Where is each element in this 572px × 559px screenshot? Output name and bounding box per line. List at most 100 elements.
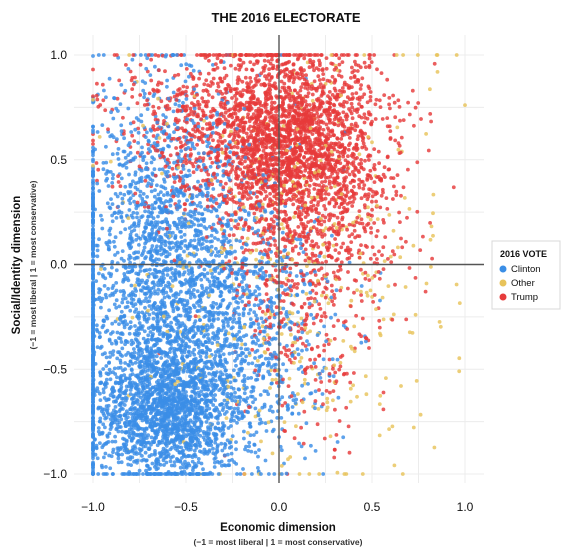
data-point-other — [355, 288, 359, 292]
data-point-clinton — [196, 242, 201, 246]
data-point-trump — [266, 203, 271, 208]
data-point-trump — [378, 105, 383, 109]
data-point-clinton — [253, 450, 258, 455]
data-point-clinton — [143, 81, 148, 85]
data-point-clinton — [99, 213, 103, 218]
data-point-clinton — [120, 300, 125, 305]
data-point-trump — [410, 88, 415, 93]
data-point-clinton — [124, 165, 129, 170]
data-point-trump — [352, 184, 356, 189]
data-point-trump — [307, 103, 312, 107]
data-point-trump — [314, 291, 319, 296]
data-point-clinton — [192, 321, 197, 326]
data-point-trump — [307, 65, 312, 70]
data-point-clinton — [211, 258, 216, 263]
data-point-clinton — [121, 368, 125, 373]
data-point-trump — [322, 348, 326, 353]
data-point-other — [348, 399, 353, 404]
data-point-trump — [309, 200, 314, 205]
data-point-clinton — [129, 283, 134, 288]
data-point-trump — [201, 178, 206, 183]
data-point-clinton — [169, 259, 174, 264]
data-point-clinton — [166, 294, 170, 298]
data-point-trump — [307, 183, 312, 188]
data-point-clinton — [300, 383, 304, 388]
data-point-clinton — [212, 356, 217, 361]
data-point-clinton — [110, 202, 115, 207]
plot-area — [74, 35, 484, 483]
data-point-trump — [308, 229, 313, 234]
data-point-clinton — [237, 387, 242, 392]
data-point-trump — [432, 61, 437, 66]
data-point-clinton — [144, 161, 149, 166]
data-point-other — [454, 53, 459, 57]
data-point-trump — [314, 241, 319, 246]
data-point-clinton — [165, 230, 170, 235]
data-point-clinton — [101, 367, 106, 371]
data-point-clinton — [140, 196, 145, 201]
data-point-clinton — [269, 296, 274, 300]
data-point-trump — [281, 299, 286, 303]
data-point-clinton — [139, 113, 144, 118]
data-point-trump — [342, 53, 346, 57]
data-point-trump — [385, 77, 390, 82]
data-point-trump — [247, 300, 251, 305]
data-point-trump — [324, 56, 329, 60]
data-point-trump — [199, 168, 204, 173]
data-point-trump — [131, 53, 136, 57]
data-point-trump — [244, 191, 249, 195]
data-point-trump — [418, 248, 423, 253]
data-point-clinton — [103, 451, 108, 456]
data-point-clinton — [199, 204, 203, 209]
data-point-clinton — [235, 342, 240, 347]
data-point-trump — [331, 303, 336, 307]
data-point-clinton — [244, 283, 249, 288]
data-point-clinton — [115, 151, 120, 156]
data-point-other — [248, 250, 253, 255]
data-point-clinton — [192, 448, 197, 453]
data-point-trump — [211, 138, 215, 143]
data-point-trump — [370, 194, 375, 199]
data-point-trump — [185, 120, 189, 125]
data-point-trump — [359, 293, 363, 297]
data-point-other — [279, 222, 284, 227]
data-point-trump — [327, 379, 332, 383]
data-point-clinton — [173, 102, 178, 107]
data-point-clinton — [142, 268, 147, 273]
data-point-trump — [279, 311, 283, 315]
data-point-trump — [273, 243, 277, 248]
data-point-clinton — [175, 207, 180, 212]
data-point-clinton — [209, 252, 214, 257]
data-point-clinton — [248, 317, 253, 321]
data-point-clinton — [143, 292, 148, 296]
data-point-clinton — [129, 367, 134, 372]
data-point-trump — [332, 292, 336, 297]
data-point-trump — [344, 194, 348, 199]
data-point-trump — [201, 99, 206, 104]
data-point-clinton — [313, 389, 318, 394]
data-point-trump — [299, 85, 304, 90]
data-point-clinton — [130, 57, 135, 62]
data-point-trump — [393, 282, 397, 287]
data-point-clinton — [275, 393, 279, 398]
data-point-clinton — [294, 274, 299, 278]
data-point-trump — [303, 53, 307, 57]
data-point-clinton — [229, 326, 234, 331]
data-point-trump — [381, 390, 386, 395]
data-point-clinton — [204, 420, 209, 424]
data-point-clinton — [284, 368, 289, 373]
data-point-clinton — [134, 238, 139, 242]
data-point-trump — [223, 110, 228, 115]
data-point-clinton — [116, 157, 121, 161]
data-point-other — [387, 427, 391, 431]
data-point-trump — [155, 140, 160, 145]
data-point-trump — [219, 147, 224, 152]
data-point-clinton — [196, 151, 201, 156]
data-point-clinton — [223, 463, 228, 468]
data-point-other — [411, 243, 416, 248]
data-point-clinton — [123, 430, 128, 435]
data-point-trump — [339, 245, 344, 250]
data-point-trump — [185, 85, 190, 90]
data-point-trump — [268, 191, 272, 196]
data-point-trump — [190, 91, 195, 96]
